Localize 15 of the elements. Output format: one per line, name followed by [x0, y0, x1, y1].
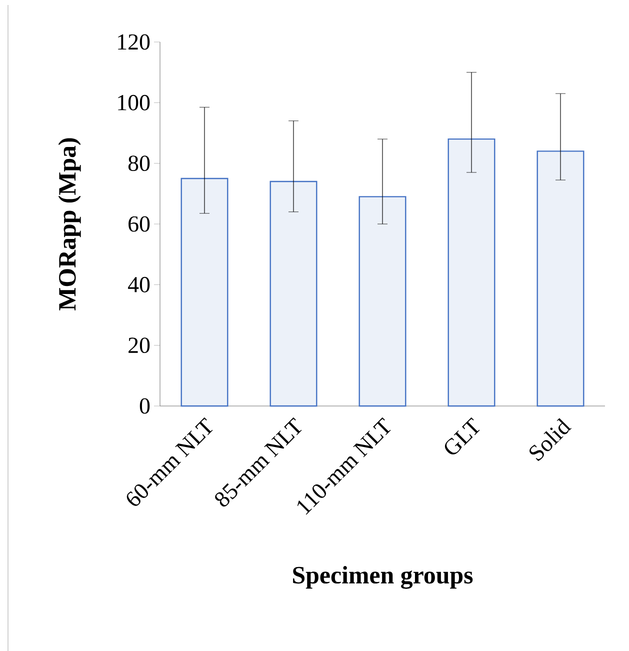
y-tick-label: 60 — [128, 216, 150, 232]
y-tick-label: 100 — [118, 94, 150, 110]
y-tick-label: 80 — [128, 156, 150, 172]
x-tick-label: GLT — [444, 417, 480, 454]
x-axis-title: Specimen groups — [293, 566, 473, 589]
y-tick-label: 20 — [128, 338, 150, 354]
y-tick-label: 120 — [118, 34, 150, 50]
bar — [270, 180, 318, 407]
y-tick-label: 0 — [140, 398, 150, 414]
bar — [448, 138, 496, 407]
bar — [536, 150, 584, 407]
y-axis-title: MORapp (Mpa) — [58, 138, 81, 310]
y-tick-label: 40 — [128, 276, 150, 292]
bar — [180, 178, 228, 407]
bar — [358, 196, 406, 407]
